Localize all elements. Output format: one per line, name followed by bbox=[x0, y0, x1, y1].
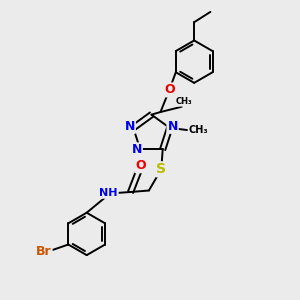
Text: S: S bbox=[156, 162, 166, 176]
Text: N: N bbox=[167, 120, 178, 133]
Text: CH₃: CH₃ bbox=[176, 97, 192, 106]
Text: O: O bbox=[164, 83, 175, 96]
Text: Br: Br bbox=[36, 245, 51, 258]
Text: O: O bbox=[135, 159, 146, 172]
Text: N: N bbox=[124, 120, 135, 133]
Text: NH: NH bbox=[99, 188, 118, 198]
Text: N: N bbox=[131, 143, 142, 156]
Text: CH₃: CH₃ bbox=[188, 125, 208, 135]
